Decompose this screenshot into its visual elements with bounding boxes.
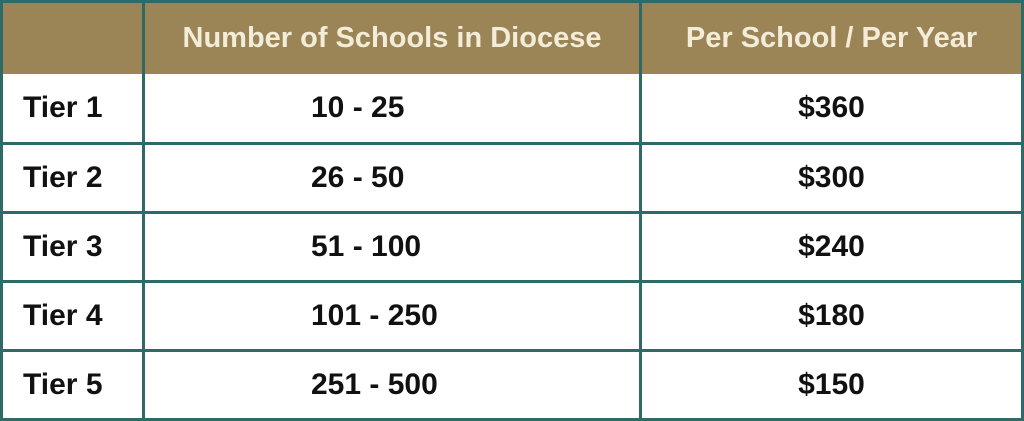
schools-range: 51 - 100 (142, 214, 639, 280)
tier-label: Tier 1 (23, 91, 103, 124)
price-value: $360 (639, 74, 1021, 142)
header-cell-price: Per School / Per Year (639, 3, 1021, 74)
price-value: $300 (639, 145, 1021, 211)
tier-label: Tier 2 (23, 161, 103, 194)
table-header-row: Number of Schools in Diocese Per School … (3, 3, 1021, 74)
table-row: Tier 5 251 - 500 $150 (3, 349, 1021, 418)
schools-range: 10 - 25 (142, 74, 639, 142)
schools-range: 251 - 500 (142, 352, 639, 418)
tier-label: Tier 4 (23, 299, 103, 332)
schools-range: 101 - 250 (142, 283, 639, 349)
price-value: $150 (639, 352, 1021, 418)
header-cell-empty (3, 3, 142, 74)
table-row: Tier 1 10 - 25 $360 (3, 74, 1021, 142)
price-value: $240 (639, 214, 1021, 280)
header-cell-schools: Number of Schools in Diocese (142, 3, 639, 74)
tier-label: Tier 5 (23, 368, 103, 401)
tier-label: Tier 3 (23, 230, 103, 263)
schools-range: 26 - 50 (142, 145, 639, 211)
price-value: $180 (639, 283, 1021, 349)
table-row: Tier 4 101 - 250 $180 (3, 280, 1021, 349)
table-row: Tier 3 51 - 100 $240 (3, 211, 1021, 280)
table-row: Tier 2 26 - 50 $300 (3, 142, 1021, 211)
